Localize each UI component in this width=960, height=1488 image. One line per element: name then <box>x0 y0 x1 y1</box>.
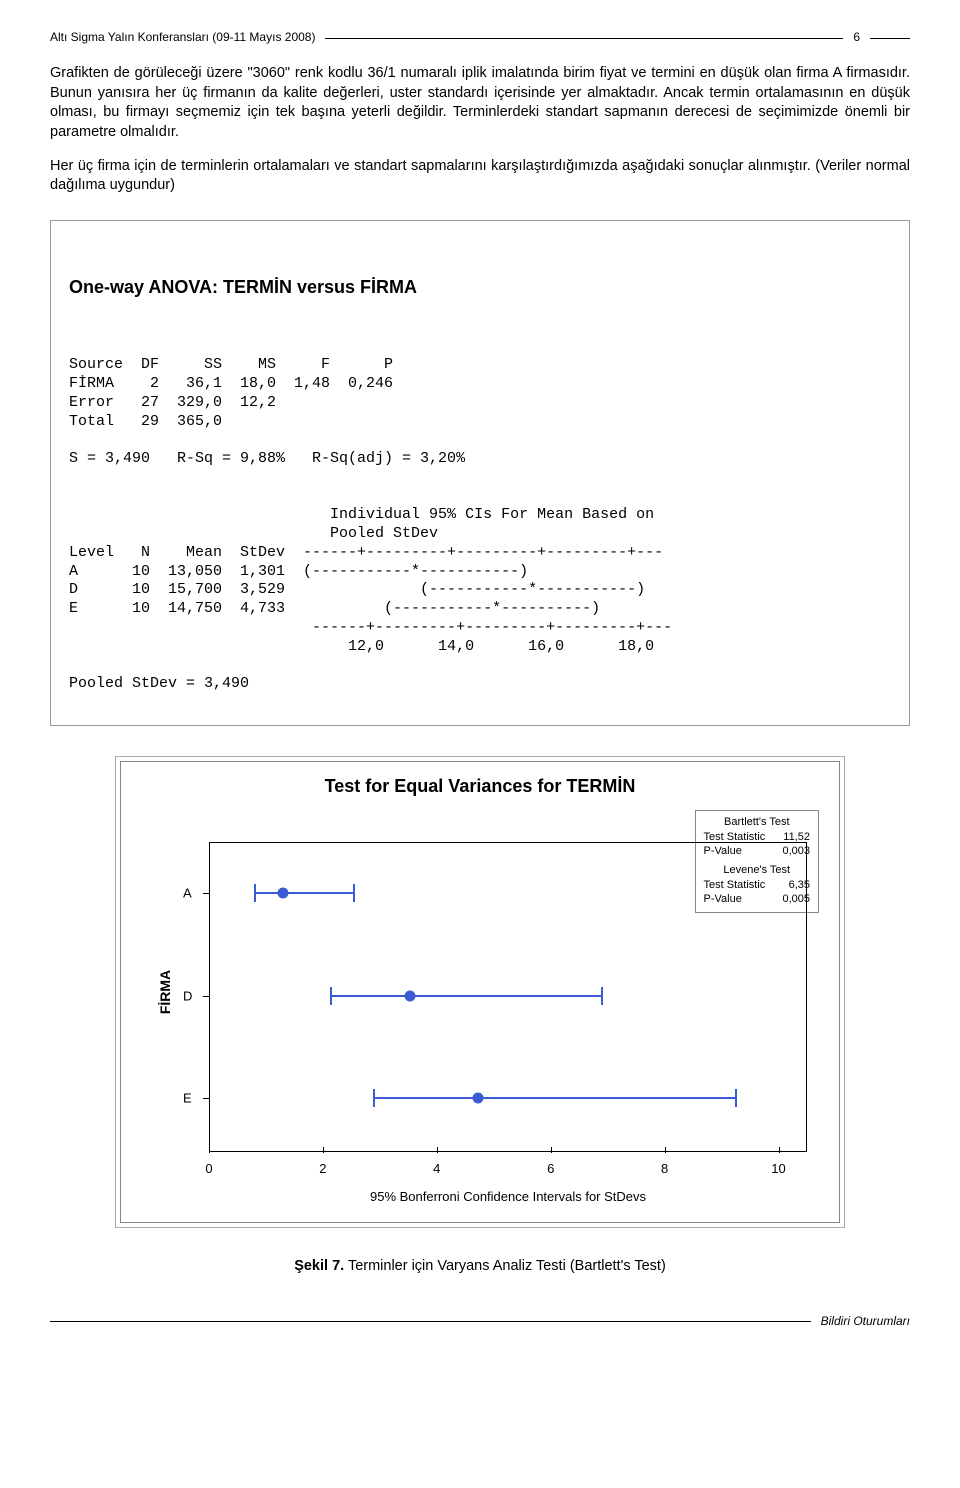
page-footer: Bildiri Oturumları <box>50 1314 910 1328</box>
page-number: 6 <box>843 30 870 44</box>
ci-cap-A-0 <box>254 884 256 902</box>
ci-cap-D-0 <box>330 987 332 1005</box>
paragraph-1: Grafikten de görüleceği üzere "3060" ren… <box>50 64 910 142</box>
x-tick-4 <box>437 1147 438 1153</box>
y-axis-label: FİRMA <box>157 969 173 1013</box>
header-rule-right <box>870 38 910 39</box>
y-tick-E <box>203 1098 209 1099</box>
figure-label: Şekil 7. <box>294 1258 344 1274</box>
figure-caption: Şekil 7. Terminler için Varyans Analiz T… <box>50 1258 910 1274</box>
ci-point-E <box>473 1093 484 1104</box>
ci-line-D <box>331 995 602 997</box>
x-tick-label-8: 8 <box>661 1161 668 1176</box>
paragraph-2: Her üç firma için de terminlerin ortalam… <box>50 157 910 196</box>
x-tick-10 <box>779 1147 780 1153</box>
x-tick-label-10: 10 <box>771 1161 785 1176</box>
x-tick-2 <box>323 1147 324 1153</box>
header-title: Altı Sigma Yalın Konferansları (09-11 Ma… <box>50 30 325 44</box>
ci-cap-E-1 <box>735 1089 737 1107</box>
legend-bartlett-title: Bartlett's Test <box>704 815 810 829</box>
x-tick-label-0: 0 <box>205 1161 212 1176</box>
x-tick-0 <box>209 1147 210 1153</box>
variance-chart: Test for Equal Variances for TERMİN Bart… <box>120 761 840 1223</box>
y-tick-label-D: D <box>183 988 192 1003</box>
x-tick-6 <box>551 1147 552 1153</box>
plot-area <box>209 842 807 1152</box>
right-axis-line <box>806 842 807 1152</box>
ci-line-E <box>374 1097 736 1099</box>
anova-output: One-way ANOVA: TERMİN versus FİRMA Sourc… <box>50 220 910 726</box>
footer-rule <box>50 1321 811 1322</box>
x-tick-label-4: 4 <box>433 1161 440 1176</box>
chart-title: Test for Equal Variances for TERMİN <box>121 776 839 797</box>
header-rule-left <box>325 38 843 39</box>
footer-text: Bildiri Oturumları <box>811 1314 910 1328</box>
y-axis-line <box>209 842 210 1152</box>
x-tick-label-6: 6 <box>547 1161 554 1176</box>
variance-chart-frame: Test for Equal Variances for TERMİN Bart… <box>115 756 845 1228</box>
y-tick-D <box>203 996 209 997</box>
y-tick-label-E: E <box>183 1091 192 1106</box>
y-tick-A <box>203 893 209 894</box>
anova-title: One-way ANOVA: TERMİN versus FİRMA <box>69 276 891 299</box>
ci-point-D <box>405 990 416 1001</box>
x-tick-label-2: 2 <box>319 1161 326 1176</box>
ci-cap-D-1 <box>601 987 603 1005</box>
x-axis-title: 95% Bonferroni Confidence Intervals for … <box>209 1189 807 1204</box>
ci-cap-A-1 <box>353 884 355 902</box>
ci-line-A <box>255 892 355 894</box>
ci-point-A <box>278 887 289 898</box>
ci-cap-E-0 <box>373 1089 375 1107</box>
page-header: Altı Sigma Yalın Konferansları (09-11 Ma… <box>50 30 910 44</box>
y-tick-label-A: A <box>183 885 192 900</box>
figure-text: Terminler için Varyans Analiz Testi (Bar… <box>344 1258 666 1274</box>
anova-lines: Source DF SS MS F P FİRMA 2 36,1 18,0 1,… <box>69 356 891 694</box>
x-axis-line <box>209 1151 807 1152</box>
x-tick-8 <box>665 1147 666 1153</box>
top-axis-line <box>209 842 807 843</box>
